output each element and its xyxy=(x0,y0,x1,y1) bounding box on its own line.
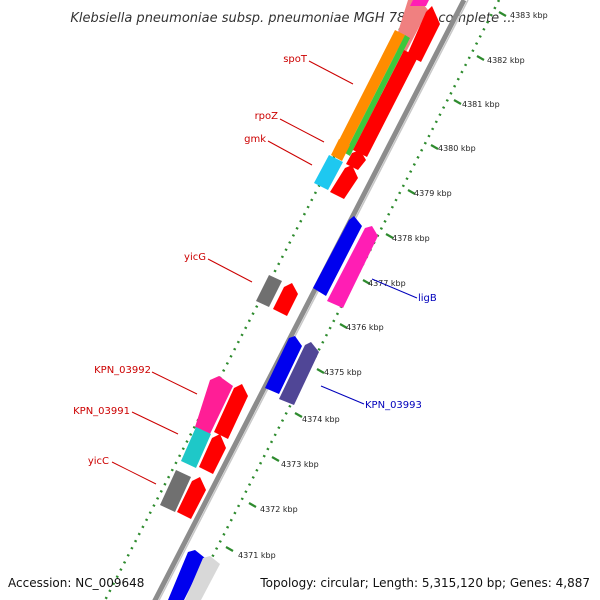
tick-label: 4383 kbp xyxy=(510,11,548,20)
gene-label-ligb: ligB xyxy=(418,293,437,304)
feature-bottom-blue[interactable] xyxy=(168,550,205,600)
accession-text: Accession: NC_009648 xyxy=(8,576,144,590)
leader-line xyxy=(279,118,325,143)
tick-label: 4379 kbp xyxy=(414,189,452,198)
tick-mark xyxy=(225,546,234,552)
backbone-highlight xyxy=(158,0,469,600)
tick-mark xyxy=(271,456,280,462)
tick-label: 4375 kbp xyxy=(324,368,362,377)
feature-rpoz[interactable] xyxy=(331,139,350,161)
tick-label: 4380 kbp xyxy=(438,144,476,153)
tick-mark xyxy=(294,412,303,418)
tick-label: 4381 kbp xyxy=(462,100,500,109)
feature-bottom-light[interactable] xyxy=(185,556,220,600)
tick-mark xyxy=(407,189,416,195)
map-title: Klebsiella pneumoniae subsp. pneumoniae … xyxy=(70,11,515,26)
feature-yicc-red[interactable] xyxy=(177,477,206,519)
tick-mark xyxy=(248,502,257,508)
leader-line xyxy=(267,140,313,166)
tick-mark xyxy=(339,323,348,329)
tick-mark xyxy=(476,55,485,61)
gene-label-kpn03992: KPN_03992 xyxy=(94,365,151,376)
tick-label: 4371 kbp xyxy=(238,551,276,560)
leader-line xyxy=(151,371,198,395)
feature-yicc[interactable] xyxy=(160,470,191,512)
feature-yicg-red[interactable] xyxy=(273,283,298,316)
feature-blue-mid[interactable] xyxy=(265,336,302,394)
tick-label: 4374 kbp xyxy=(302,415,340,424)
tick-group: 4371 kbp 4372 kbp 4373 kbp 4374 kbp 4375… xyxy=(225,11,548,560)
feature-rpoz-red[interactable] xyxy=(346,150,366,170)
tick-mark xyxy=(498,11,507,17)
feature-yicg[interactable] xyxy=(256,275,282,307)
feature-ligb-blue[interactable] xyxy=(313,216,362,296)
tick-mark xyxy=(316,368,325,374)
feature-spot-green[interactable] xyxy=(345,35,410,156)
leader-line xyxy=(371,278,418,299)
leader-line xyxy=(308,60,354,85)
feature-kpn03991[interactable] xyxy=(181,427,211,468)
feature-spot-red-upper[interactable] xyxy=(407,6,440,62)
feature-spot[interactable] xyxy=(335,30,405,153)
feature-kpn03991-red[interactable] xyxy=(199,434,226,474)
tick-label: 4378 kbp xyxy=(392,234,430,243)
gene-label-gmk: gmk xyxy=(244,134,266,145)
leader-line xyxy=(111,461,157,485)
gene-label-yicg: yicG xyxy=(184,252,206,263)
tick-label: 4372 kbp xyxy=(260,505,298,514)
leader-line xyxy=(131,411,179,435)
tick-label: 4377 kbp xyxy=(368,279,406,288)
summary-text: Topology: circular; Length: 5,315,120 bp… xyxy=(259,576,590,590)
feature-spot-top[interactable] xyxy=(410,0,429,6)
tick-mark xyxy=(453,99,462,105)
backbone xyxy=(152,0,467,600)
tick-mark xyxy=(385,233,394,239)
feature-ligb[interactable] xyxy=(327,226,378,308)
leader-line xyxy=(320,385,365,405)
gene-label-yicc: yicC xyxy=(88,456,109,467)
tick-label: 4376 kbp xyxy=(346,323,384,332)
feature-kpn03992-red[interactable] xyxy=(214,384,248,439)
feature-gmk-red[interactable] xyxy=(330,165,358,199)
feature-kpn03992[interactable] xyxy=(195,376,233,434)
gene-label-rpoz: rpoZ xyxy=(255,111,279,122)
tick-mark xyxy=(430,144,439,150)
tick-label: 4373 kbp xyxy=(281,460,319,469)
tick-label: 4382 kbp xyxy=(487,56,525,65)
leader-line xyxy=(207,258,253,283)
feature-kpn03993[interactable] xyxy=(279,342,319,405)
gene-label-kpn03993: KPN_03993 xyxy=(365,400,422,411)
feature-gmk[interactable] xyxy=(314,155,343,190)
gene-label-spot: spoT xyxy=(283,54,308,65)
feature-spot-red[interactable] xyxy=(353,50,418,157)
tick-mark xyxy=(362,279,371,285)
gene-label-kpn03991: KPN_03991 xyxy=(73,406,130,417)
